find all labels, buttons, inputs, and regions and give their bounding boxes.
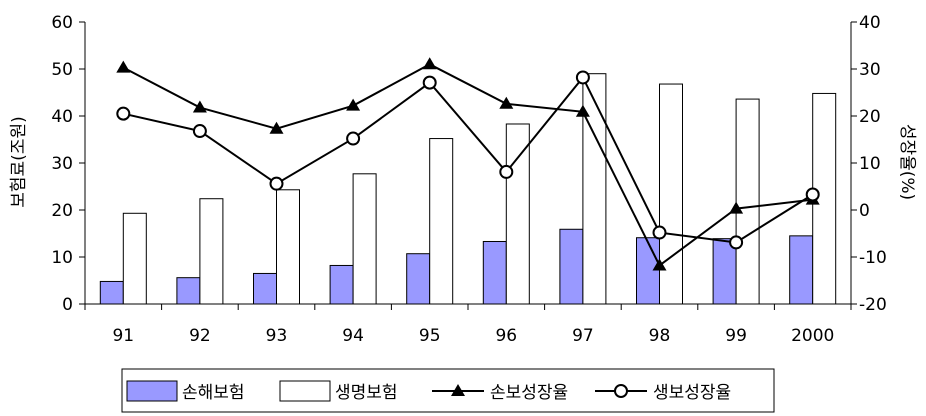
bar [659, 83, 683, 305]
bar [99, 280, 124, 305]
circle-marker [116, 106, 131, 121]
legend: 손해보험 생명보험 손보성장율 생보성장율 [121, 368, 775, 413]
y-tick-label: 30 [51, 154, 73, 174]
triangle-marker [269, 121, 284, 134]
x-tick-label: 92 [189, 326, 211, 346]
y2-tick-label: 40 [859, 13, 881, 33]
legend-circle-marker [614, 384, 628, 398]
y2-tick-label: -10 [859, 248, 887, 268]
legend-label: 손해보험 [182, 383, 245, 403]
x-tick-label: 96 [495, 326, 517, 346]
x-tick-label: 95 [419, 326, 441, 346]
triangle-marker [499, 96, 514, 109]
lines-layer [116, 57, 820, 271]
circle-marker [805, 187, 820, 202]
x-tick-label: 91 [112, 326, 134, 346]
bar [789, 235, 814, 305]
bar [505, 123, 530, 305]
bar [122, 212, 147, 305]
bar [352, 173, 377, 305]
y-tick-label: 10 [51, 248, 73, 268]
circle-marker [499, 164, 514, 179]
line-series [123, 75, 814, 244]
x-tick-label: 93 [266, 326, 288, 346]
circle-marker [192, 124, 207, 139]
legend-triangle-marker [451, 384, 465, 396]
bar [253, 272, 277, 305]
y-tick-label: 20 [51, 201, 73, 221]
axes-layer: 0 10 20 30 40 50 60 -20 -10 0 10 20 30 40 91 92 93 94 95 96… [51, 13, 886, 346]
circle-marker [575, 70, 590, 85]
bar [735, 98, 760, 305]
bar [406, 253, 431, 305]
y2-tick-label: 10 [859, 154, 881, 174]
triangle-marker [192, 100, 207, 113]
circle-marker [269, 176, 284, 191]
legend-label: 생명보험 [335, 383, 398, 403]
triangle-marker [116, 60, 131, 73]
x-tick-label: 94 [342, 326, 364, 346]
y-tick-label: 40 [51, 107, 73, 127]
y-tick-label: 60 [51, 13, 73, 33]
circle-marker [729, 235, 744, 250]
y-tick-label: 0 [62, 295, 73, 315]
y-axis-title: 보험료(조원) [9, 116, 29, 207]
bar [482, 240, 507, 305]
bar [429, 138, 454, 305]
triangle-marker [729, 201, 744, 214]
triangle-marker [652, 258, 667, 271]
x-tick-label: 97 [572, 326, 594, 346]
circle-marker [652, 225, 667, 240]
bar [329, 264, 354, 305]
y-tick-label: 50 [51, 60, 73, 80]
circle-marker [422, 75, 437, 90]
y2-axis-title: 성장율(%) [897, 124, 917, 200]
bar [199, 198, 224, 305]
triangle-marker [422, 57, 437, 70]
bar [636, 237, 660, 305]
bar [176, 277, 201, 305]
bar [559, 228, 584, 305]
bar [276, 189, 300, 305]
y2-tick-label: -20 [859, 295, 887, 315]
y2-tick-label: 20 [859, 107, 881, 127]
triangle-marker [575, 104, 590, 117]
legend-label: 생보성장율 [653, 383, 731, 403]
x-tick-label: 99 [725, 326, 747, 346]
legend-swatch [126, 380, 178, 402]
y2-tick-label: 30 [859, 60, 881, 80]
bar [582, 73, 607, 305]
x-tick-label: 2000 [791, 326, 834, 346]
x-tick-label: 98 [649, 326, 671, 346]
circle-marker [346, 131, 361, 146]
y2-tick-label: 0 [859, 201, 870, 221]
legend-label: 손보성장율 [490, 383, 568, 403]
legend-swatch [279, 380, 331, 402]
triangle-marker [346, 98, 361, 111]
